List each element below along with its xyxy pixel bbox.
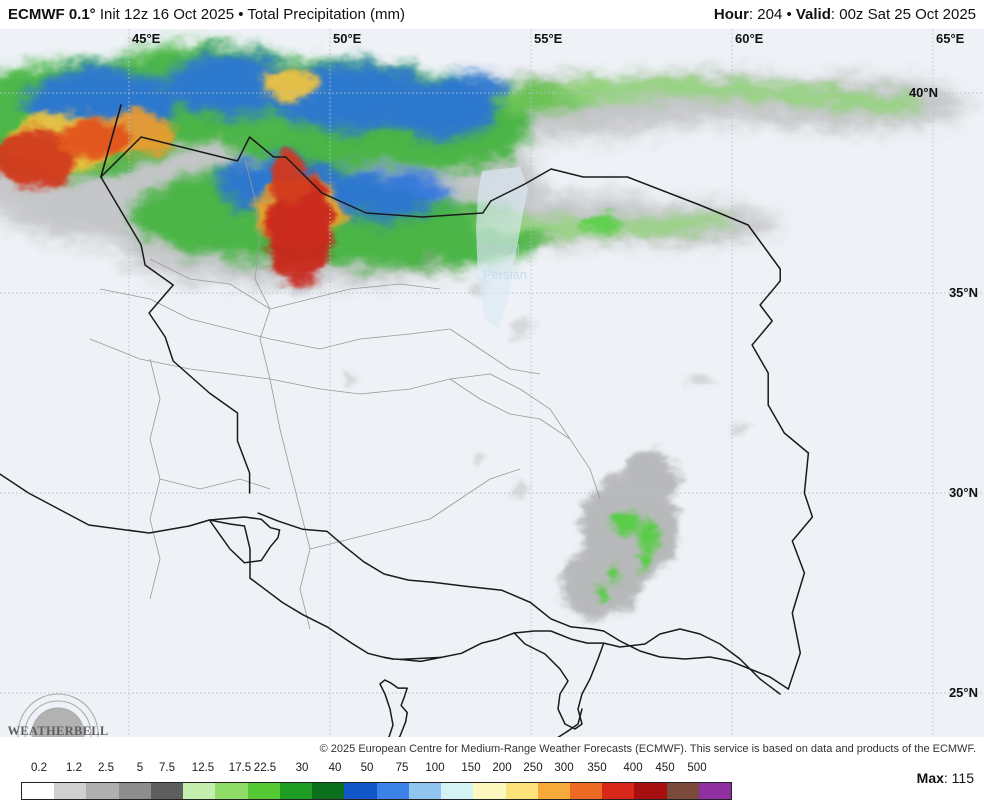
svg-text:35°N: 35°N [949,285,978,300]
svg-text:65°E: 65°E [936,31,965,46]
svg-text:WEATHERBELL: WEATHERBELL [7,724,108,737]
svg-text:60°E: 60°E [735,31,764,46]
svg-text:Official: Official [480,242,520,257]
svg-text:30°N: 30°N [949,485,978,500]
svg-text:25°N: 25°N [949,685,978,700]
svg-text:40°N: 40°N [909,85,938,100]
svg-text:Persian: Persian [483,267,527,282]
svg-text:45°E: 45°E [132,31,161,46]
svg-text:55°E: 55°E [534,31,563,46]
svg-text:50°E: 50°E [333,31,362,46]
